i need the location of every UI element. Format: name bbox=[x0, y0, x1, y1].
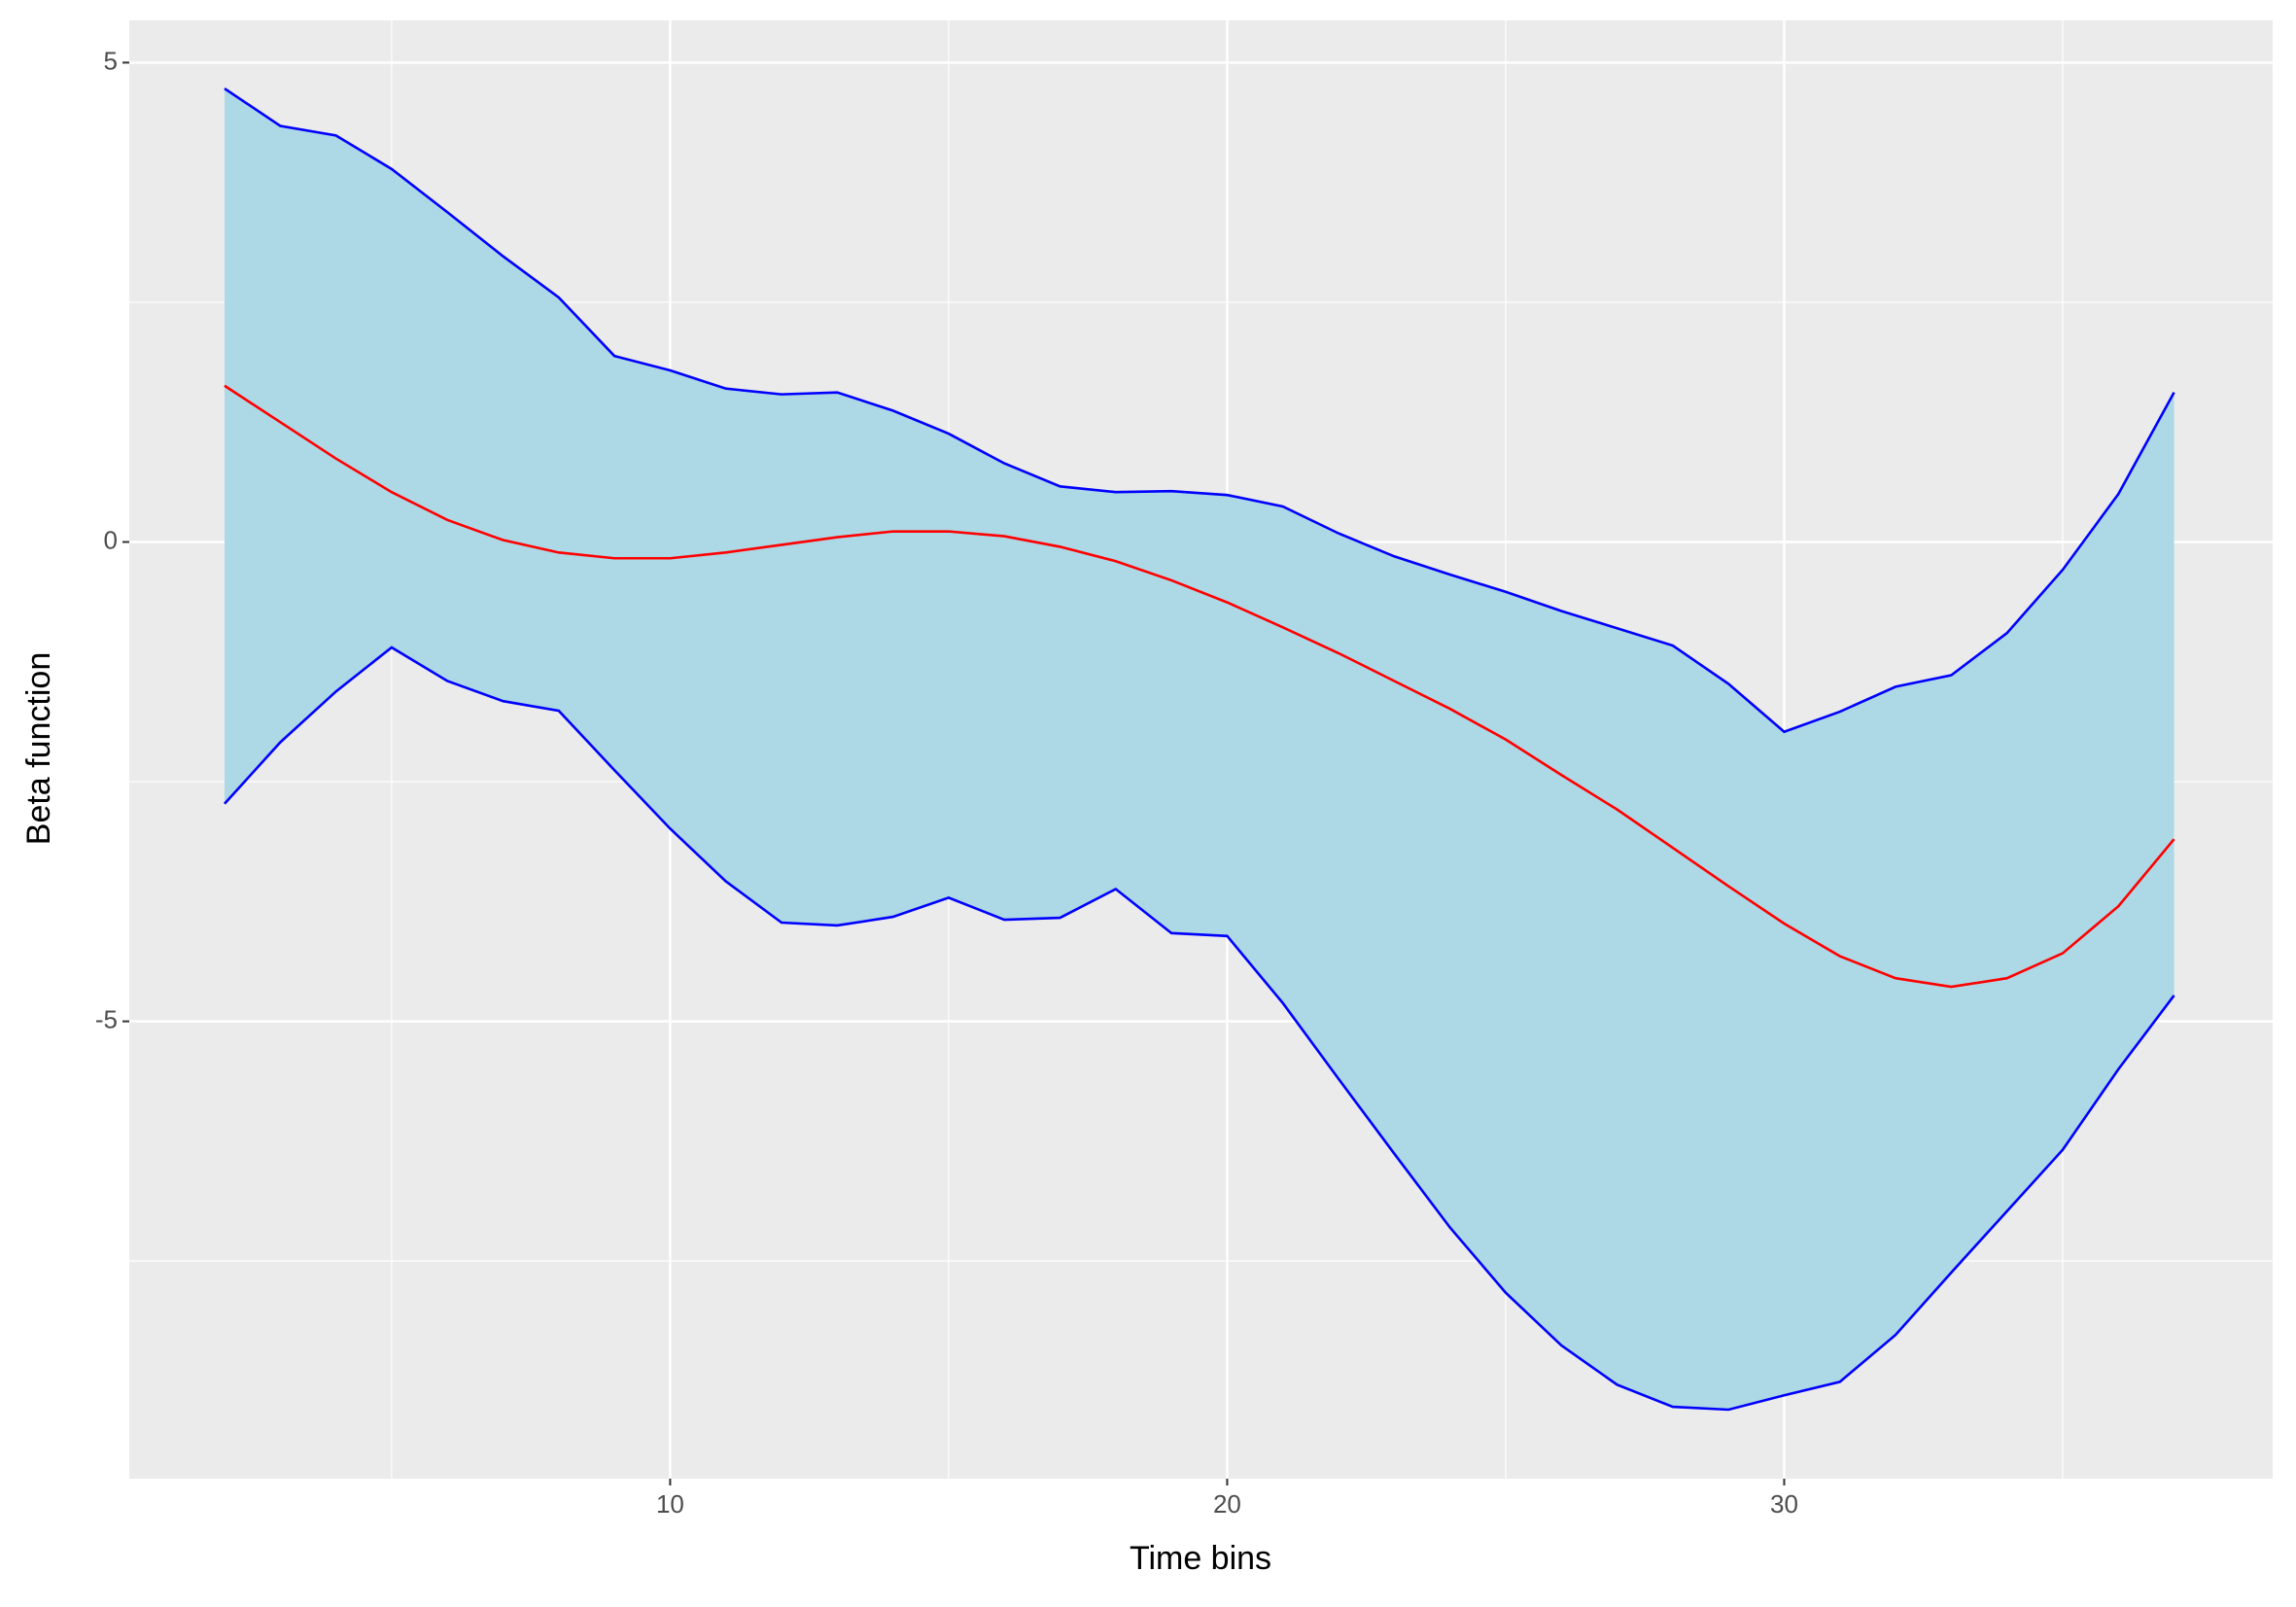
ribbon bbox=[224, 88, 2174, 1410]
y-axis-title: Beta function bbox=[20, 652, 57, 845]
x-tick-label: 10 bbox=[656, 1489, 684, 1519]
y-tick-label: -5 bbox=[95, 1004, 118, 1033]
y-tick-label: 5 bbox=[104, 46, 118, 75]
line bbox=[224, 87, 2175, 734]
line bbox=[224, 384, 2175, 989]
y-tick-label: 0 bbox=[104, 525, 118, 554]
line bbox=[224, 646, 2175, 1412]
x-axis-title: Time bins bbox=[1130, 1540, 1271, 1577]
x-tick-label: 30 bbox=[1770, 1489, 1798, 1519]
x-tick-label: 20 bbox=[1213, 1489, 1241, 1519]
